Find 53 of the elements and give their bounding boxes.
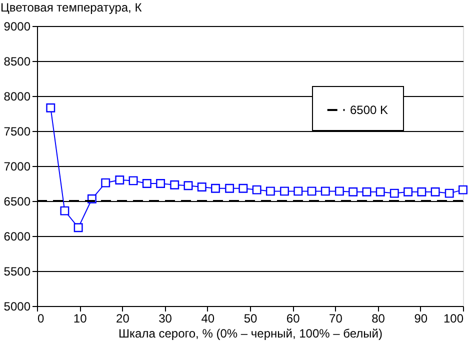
- point: [46, 103, 56, 112]
- point: [115, 176, 124, 184]
- x-axis-title: Шкала серого, % (0% – черный, 100% – белый): [118, 326, 382, 340]
- point: [444, 188, 454, 198]
- y-tick-label: 5000: [4, 300, 31, 314]
- y-tick-label: 7500: [4, 124, 31, 138]
- point: [170, 180, 180, 190]
- point: [430, 187, 440, 196]
- x-tick-label: 10: [73, 312, 88, 326]
- point: [142, 179, 152, 188]
- point: [101, 178, 110, 188]
- x-tick-label: 20: [116, 312, 130, 326]
- x-tick-label: 70: [329, 312, 343, 326]
- point: [225, 184, 234, 193]
- y-tick-label: 7000: [4, 160, 31, 174]
- legend-label: 6500 K: [350, 103, 388, 117]
- point: [128, 176, 138, 186]
- point: [458, 185, 468, 194]
- y-tick-label: 8500: [4, 54, 31, 68]
- point: [74, 223, 83, 232]
- point: [294, 186, 303, 196]
- point: [390, 188, 399, 198]
- x-tick-label: 80: [372, 312, 386, 326]
- y-tick-label: 9000: [4, 20, 31, 34]
- point: [404, 187, 413, 196]
- point: [156, 179, 166, 188]
- point: [252, 185, 262, 194]
- x-tick-label: 50: [244, 312, 258, 326]
- point: [334, 186, 344, 196]
- x-tick-label: 60: [286, 312, 300, 326]
- point: [348, 187, 358, 196]
- x-tick-label: 30: [158, 312, 172, 326]
- y-axis-title: Цветовая температура, К: [0, 0, 142, 14]
- point: [280, 186, 289, 196]
- x-tick-label: 90: [414, 312, 428, 326]
- point: [184, 181, 193, 190]
- y-tick-label: 6000: [4, 230, 31, 244]
- point: [320, 186, 330, 196]
- point: [362, 187, 372, 196]
- x-tick-label: 100: [443, 312, 464, 326]
- x-tick-label: 0: [38, 312, 44, 326]
- point: [376, 187, 385, 196]
- point: [238, 184, 248, 193]
- point: [211, 184, 220, 193]
- point: [266, 186, 275, 196]
- x-tick-label: 40: [201, 312, 215, 326]
- y-tick-label: 6500: [4, 194, 31, 208]
- point: [307, 186, 316, 196]
- point: [417, 187, 426, 196]
- point: [60, 206, 70, 216]
- y-tick-label: 5500: [4, 264, 31, 278]
- y-tick-label: 8000: [4, 90, 31, 104]
- point: [197, 182, 206, 192]
